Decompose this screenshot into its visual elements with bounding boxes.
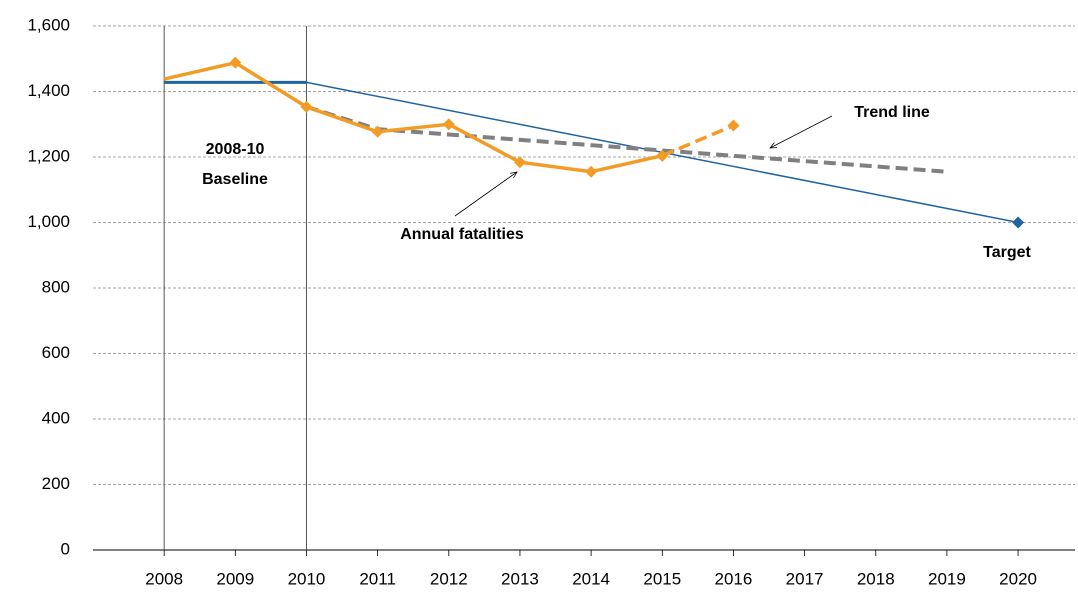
- arrow: [454, 172, 517, 217]
- x-tick-label: 2018: [857, 569, 895, 588]
- marker: [513, 156, 526, 169]
- x-tick-label: 2009: [216, 569, 254, 588]
- series-line: [163, 60, 663, 174]
- annotation: Annual fatalities: [400, 226, 524, 243]
- arrow: [770, 115, 833, 148]
- y-tick-label: 1,600: [27, 15, 70, 34]
- marker: [727, 119, 740, 132]
- x-tick-label: 2017: [786, 569, 824, 588]
- marker: [1012, 216, 1025, 229]
- y-tick-label: 1,200: [27, 146, 70, 165]
- marker: [300, 100, 313, 113]
- marker: [442, 118, 455, 131]
- y-tick-label: 600: [42, 343, 70, 362]
- annotation: Trend line: [854, 104, 930, 121]
- series-line: [661, 123, 735, 158]
- y-tick-label: 800: [42, 277, 70, 296]
- x-tick-label: 2015: [643, 569, 681, 588]
- y-tick-label: 0: [61, 539, 70, 558]
- x-tick-label: 2016: [715, 569, 753, 588]
- x-tick-label: 2010: [288, 569, 326, 588]
- x-tick-label: 2012: [430, 569, 468, 588]
- annotation: Target: [983, 244, 1031, 261]
- marker: [656, 149, 669, 162]
- x-tick-label: 2011: [359, 569, 396, 588]
- y-tick-label: 200: [42, 474, 70, 493]
- y-tick-label: 1,000: [27, 212, 70, 231]
- annotation: Baseline: [202, 171, 268, 188]
- x-tick-label: 2019: [928, 569, 966, 588]
- y-tick-label: 1,400: [27, 81, 70, 100]
- annotation: 2008-10: [206, 141, 265, 158]
- y-tick-label: 400: [42, 408, 70, 427]
- x-tick-label: 2008: [145, 569, 183, 588]
- x-tick-label: 2014: [572, 569, 610, 588]
- marker: [229, 56, 242, 69]
- marker: [371, 125, 384, 138]
- marker: [585, 165, 598, 178]
- x-tick-label: 2020: [999, 569, 1037, 588]
- x-tick-label: 2013: [501, 569, 539, 588]
